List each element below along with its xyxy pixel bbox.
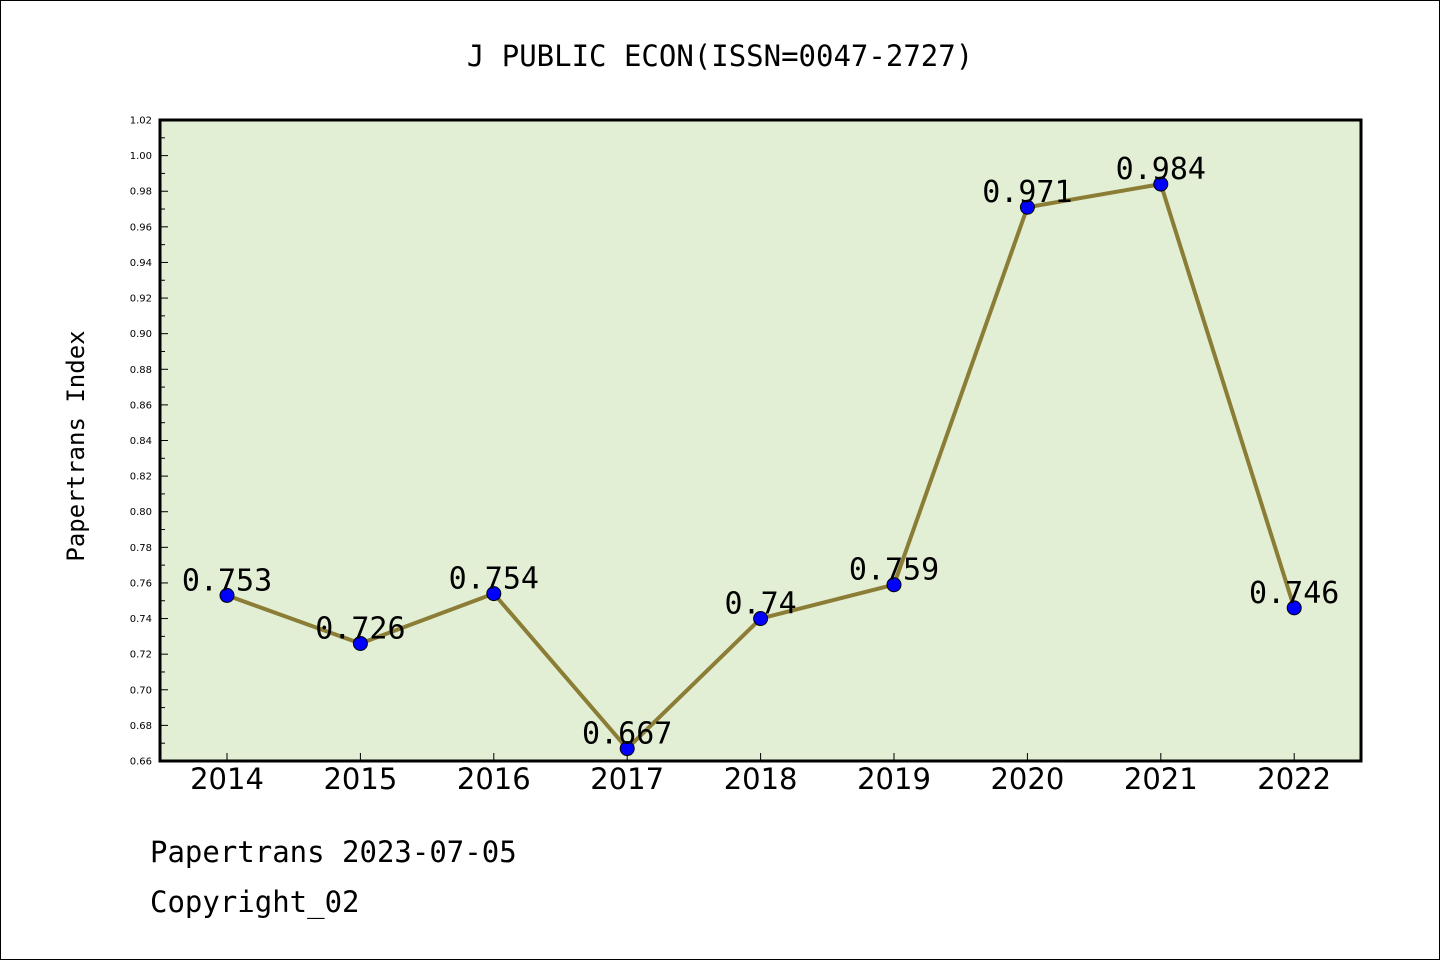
data-label: 0.984: [1116, 152, 1206, 187]
data-label: 0.759: [849, 553, 939, 588]
y-tick-label: 0.70: [130, 685, 152, 696]
data-point: [1153, 176, 1169, 192]
y-tick-label: 0.92: [130, 294, 152, 305]
y-axis-label: Papertrans Index: [62, 330, 90, 561]
footer-copyright: Copyright_02: [150, 885, 360, 919]
y-tick-label: 0.90: [130, 329, 152, 340]
y-axis: 0.66 0.68 0.70 0.72 0.74 0.76 0.78 0.80 0.82 0.84…: [130, 116, 168, 768]
x-tick-label: 2019: [857, 762, 931, 796]
plot-border: [158, 118, 1363, 763]
data-label: 0.971: [982, 175, 1072, 210]
y-tick-label: 0.94: [130, 258, 152, 269]
data-point: [219, 587, 235, 603]
y-tick-label: 0.80: [130, 507, 152, 518]
y-tick-label: 0.82: [130, 472, 152, 483]
data-markers: [219, 176, 1302, 757]
data-label: 0.667: [582, 717, 672, 752]
data-label: 0.753: [182, 563, 272, 598]
y-tick-label: 0.86: [130, 400, 152, 411]
data-label: 0.754: [449, 562, 539, 597]
y-tick-label: 0.96: [130, 222, 152, 233]
x-tick-label: 2016: [457, 762, 531, 796]
y-tick-label: 0.72: [130, 650, 152, 661]
y-tick-label: 0.98: [130, 187, 152, 198]
plot-area: [160, 120, 1361, 761]
y-tick-label: 0.68: [130, 721, 152, 732]
x-tick-label: 2018: [724, 762, 798, 796]
chart-title: J PUBLIC ECON(ISSN=0047-2727): [467, 39, 973, 73]
y-tick-label: 0.84: [130, 436, 152, 447]
data-label: 0.74: [724, 587, 796, 622]
data-point: [619, 741, 635, 757]
data-labels: 0.753 0.726 0.754 0.667 0.74 0.759 0.971 0.984 0…: [182, 152, 1340, 751]
x-axis: 2014 2015 2016 2017 2018 2019 2020 2021 2022: [190, 753, 1331, 796]
data-point: [486, 586, 502, 602]
data-point: [1019, 199, 1035, 215]
data-point: [352, 635, 368, 651]
data-point: [886, 577, 902, 593]
y-tick-label: 0.78: [130, 543, 152, 554]
x-tick-label: 2020: [990, 762, 1064, 796]
y-tick-label: 1.02: [130, 116, 152, 127]
x-tick-label: 2014: [190, 762, 264, 796]
data-point: [753, 611, 769, 627]
x-tick-label: 2015: [323, 762, 397, 796]
y-tick-label: 0.76: [130, 578, 152, 589]
data-label: 0.746: [1249, 576, 1339, 611]
x-tick-label: 2022: [1257, 762, 1331, 796]
footer-date-line: Papertrans 2023-07-05: [150, 835, 517, 869]
data-point: [1286, 600, 1302, 616]
x-tick-label: 2017: [590, 762, 664, 796]
y-tick-label: 0.66: [130, 757, 152, 768]
data-label: 0.726: [315, 611, 405, 646]
y-tick-label: 1.00: [130, 151, 152, 162]
y-tick-label: 0.88: [130, 365, 152, 376]
x-tick-label: 2021: [1124, 762, 1198, 796]
y-tick-label: 0.74: [130, 614, 152, 625]
